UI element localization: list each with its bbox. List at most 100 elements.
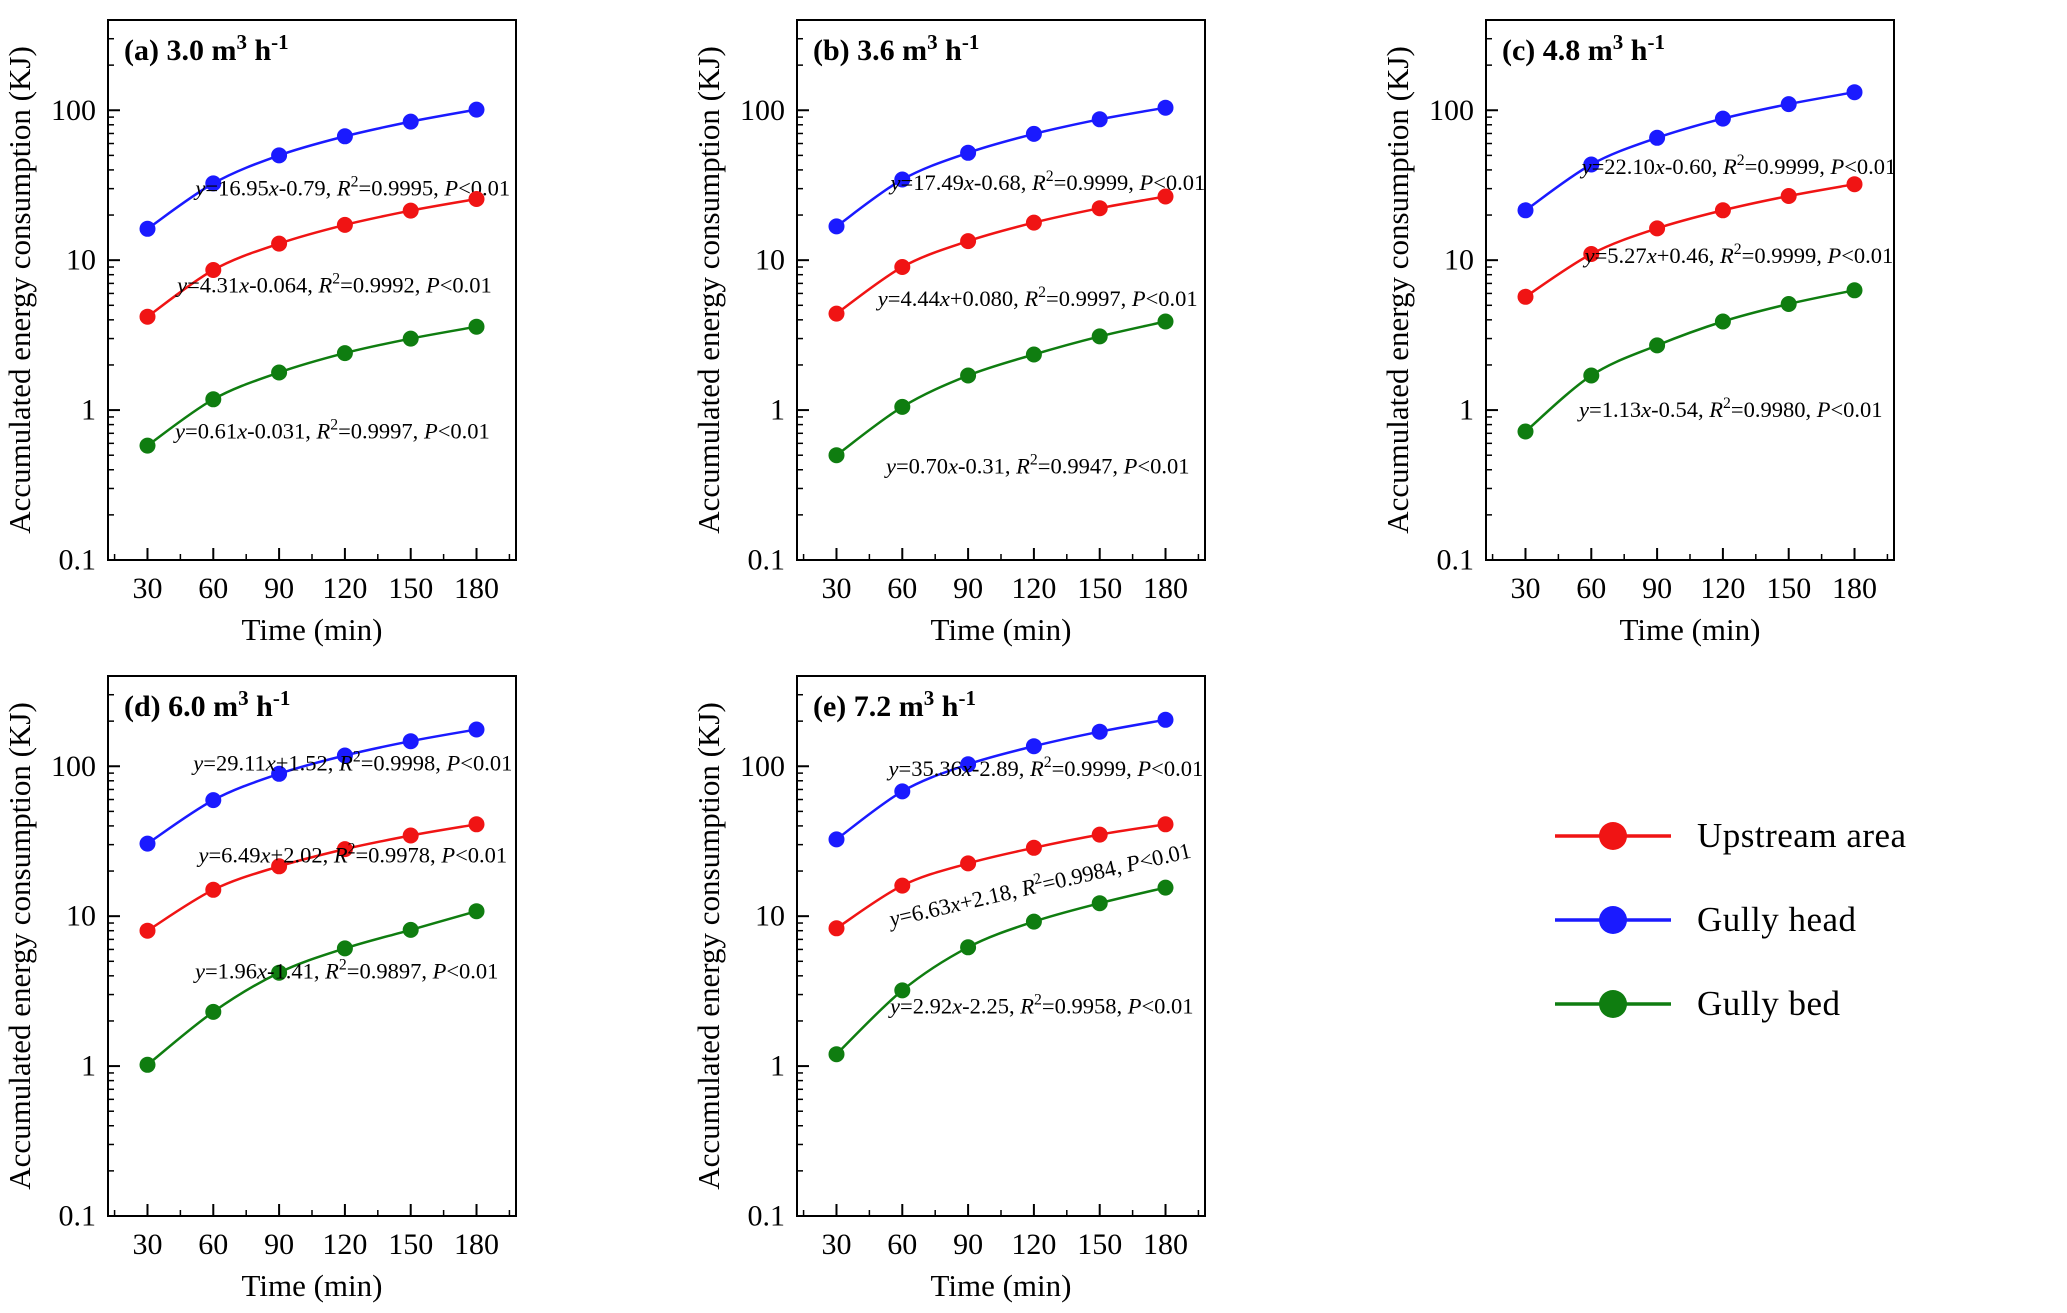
legend-label: Gully head [1697, 899, 1857, 939]
equation-gully-head: y=35.36x-2.89, R2=0.9999, P<0.01 [887, 754, 1204, 781]
data-point-gully-bed [271, 364, 288, 381]
series-line-upstream-area [146, 823, 477, 932]
data-point-gully-head [1649, 129, 1666, 146]
x-tick-label: 60 [198, 1228, 228, 1261]
legend-marker-icon [1555, 821, 1671, 850]
data-point-gully-bed [205, 391, 222, 408]
data-point-gully-bed [336, 345, 353, 362]
x-tick-label: 90 [264, 572, 294, 605]
series-line-gully-head [835, 106, 1166, 228]
data-point-upstream-area [402, 202, 419, 219]
x-tick-label: 60 [887, 1228, 917, 1261]
data-point-gully-head [205, 792, 222, 809]
equation-upstream-area: y=4.44x+0.080, R2=0.9997, P<0.01 [876, 284, 1198, 311]
data-point-gully-head [271, 765, 288, 782]
x-tick-label: 180 [1143, 572, 1188, 605]
data-point-gully-head [139, 835, 156, 852]
y-tick-label: 10 [66, 244, 96, 277]
data-point-upstream-area [1091, 200, 1108, 217]
x-tick-label: 30 [132, 572, 162, 605]
x-tick-label: 120 [1011, 1228, 1056, 1261]
data-point-gully-bed [894, 398, 911, 415]
y-axis-title: Accumulated energy consumption (KJ) [2, 46, 37, 534]
legend: Upstream area Gully head Gully bed [1378, 656, 2067, 1313]
x-tick-label: 180 [1832, 572, 1877, 605]
data-point-upstream-area [1517, 288, 1534, 305]
legend-label: Upstream area [1697, 815, 1907, 855]
data-point-upstream-area [828, 305, 845, 322]
data-point-upstream-area [205, 881, 222, 898]
series-line-upstream-area [146, 197, 477, 318]
data-point-gully-bed [1780, 296, 1797, 312]
x-tick-label: 120 [1700, 572, 1745, 605]
y-tick-label: 0.1 [748, 544, 786, 577]
series-line-gully-bed [835, 886, 1166, 1056]
equation-gully-head: y=17.49x-0.68, R2=0.9999, P<0.01 [889, 168, 1206, 195]
equation-gully-bed: y=1.13x-0.54, R2=0.9980, P<0.01 [1577, 395, 1882, 422]
data-point-upstream-area [336, 216, 353, 233]
x-tick-label: 90 [953, 572, 983, 605]
x-tick-label: 30 [821, 572, 851, 605]
y-tick-label: 1 [81, 394, 96, 427]
data-point-upstream-area [205, 262, 222, 278]
data-point-gully-bed [1091, 328, 1108, 345]
x-tick-label: 120 [1011, 572, 1056, 605]
x-tick-label: 60 [887, 572, 917, 605]
data-point-gully-head [1714, 110, 1731, 127]
equation-gully-bed: y=0.70x-0.31, R2=0.9947, P<0.01 [884, 452, 1189, 479]
data-point-gully-head [139, 220, 156, 237]
data-point-gully-head [205, 175, 222, 192]
data-point-gully-bed [402, 921, 419, 938]
data-point-gully-bed [205, 1003, 222, 1020]
y-tick-label: 100 [1429, 94, 1474, 127]
y-tick-label: 0.1 [1437, 544, 1475, 577]
x-tick-label: 150 [1077, 572, 1122, 605]
x-tick-label: 150 [1077, 1228, 1122, 1261]
x-axis-title: Time (min) [1620, 612, 1761, 647]
data-point-gully-head [402, 113, 419, 130]
data-point-gully-bed [960, 939, 977, 956]
data-point-gully-bed [1025, 346, 1042, 363]
axes-frame [1485, 19, 1895, 561]
y-tick-label: 100 [740, 750, 785, 783]
panel-a: 0.1 1 10 100 30 60 90 120 150 180 Time (min) Accumu… [0, 0, 689, 656]
x-tick-label: 150 [1766, 572, 1811, 605]
data-point-upstream-area [1780, 188, 1797, 204]
legend-item-gully-bed: Gully bed [1553, 983, 1841, 1025]
series-line-gully-bed [146, 909, 477, 1066]
x-tick-label: 150 [388, 572, 433, 605]
y-tick-label: 100 [51, 94, 96, 127]
panel-title: (e) 7.2 m3 h-1 [813, 686, 976, 723]
data-point-gully-head [1157, 711, 1174, 728]
panel-c: 0.1 1 10 100 30 60 90 120 150 180 Time (min) Accumu… [1378, 0, 2067, 656]
data-point-gully-bed [828, 1046, 845, 1063]
data-point-gully-head [1583, 156, 1600, 173]
y-tick-label: 1 [1459, 394, 1474, 427]
x-axis-title: Time (min) [931, 1268, 1072, 1303]
data-point-upstream-area [960, 855, 977, 872]
data-point-upstream-area [1091, 826, 1108, 843]
x-axis-title: Time (min) [931, 612, 1072, 647]
y-axis-title: Accumulated energy consumption (KJ) [691, 46, 726, 534]
x-tick-label: 90 [1642, 572, 1672, 605]
data-point-upstream-area [1025, 214, 1042, 231]
data-point-gully-head [894, 171, 911, 188]
legend-marker-icon [1555, 989, 1671, 1018]
y-tick-label: 0.1 [59, 1200, 97, 1233]
data-point-gully-head [960, 144, 977, 161]
x-tick-label: 60 [198, 572, 228, 605]
y-tick-label: 10 [755, 244, 785, 277]
data-point-gully-head [1091, 723, 1108, 740]
x-axis-title: Time (min) [242, 612, 383, 647]
y-tick-label: 100 [740, 94, 785, 127]
equation-gully-bed: y=0.61x-0.031, R2=0.9997, P<0.01 [173, 417, 490, 444]
series-line-gully-bed [835, 320, 1166, 457]
x-tick-label: 60 [1576, 572, 1606, 605]
panel-title: (b) 3.6 m3 h-1 [813, 30, 979, 67]
data-point-gully-bed [1025, 913, 1042, 930]
data-point-gully-bed [271, 964, 288, 981]
panel-title: (c) 4.8 m3 h-1 [1502, 30, 1665, 67]
data-point-gully-head [1091, 111, 1108, 128]
data-point-gully-bed [1714, 313, 1731, 330]
